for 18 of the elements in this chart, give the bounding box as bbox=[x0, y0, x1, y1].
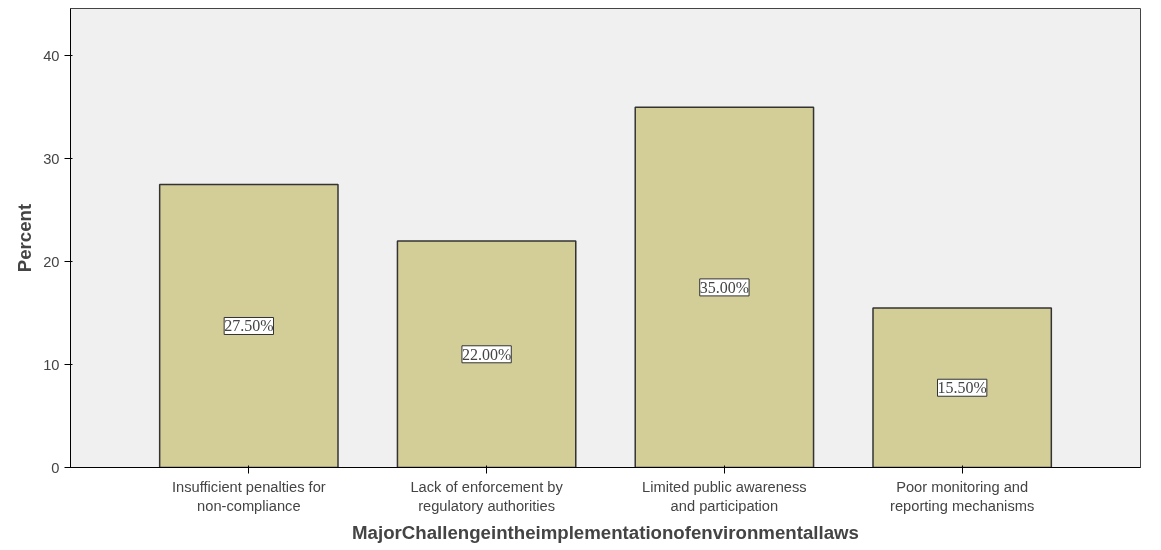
y-axis-title: Percent bbox=[14, 203, 36, 273]
bar bbox=[634, 106, 815, 468]
y-tick-label: 20 bbox=[43, 253, 60, 270]
x-tick-label: Limited public awareness and participation bbox=[642, 478, 807, 514]
y-tick-label: 40 bbox=[43, 47, 60, 64]
data-label: 35.00% bbox=[699, 278, 750, 296]
x-axis-title: MajorChallengeintheimplementationofenvironmentallaws bbox=[352, 521, 859, 543]
bar bbox=[158, 183, 339, 468]
x-tick-label: Poor monitoring and reporting mechanisms bbox=[890, 478, 1035, 514]
y-tick-label: 30 bbox=[43, 150, 60, 167]
bar bbox=[396, 240, 577, 468]
y-tick-label: 10 bbox=[43, 356, 60, 373]
x-tick-label: Insufficient penalties for non-compliance bbox=[171, 478, 326, 514]
data-label: 22.00% bbox=[461, 345, 512, 363]
data-label: 27.50% bbox=[224, 317, 274, 335]
x-tick-label: Lack of enforcement by regulatory authorities bbox=[410, 478, 564, 514]
y-tick-label: 0 bbox=[51, 459, 60, 476]
bar bbox=[872, 307, 1053, 468]
